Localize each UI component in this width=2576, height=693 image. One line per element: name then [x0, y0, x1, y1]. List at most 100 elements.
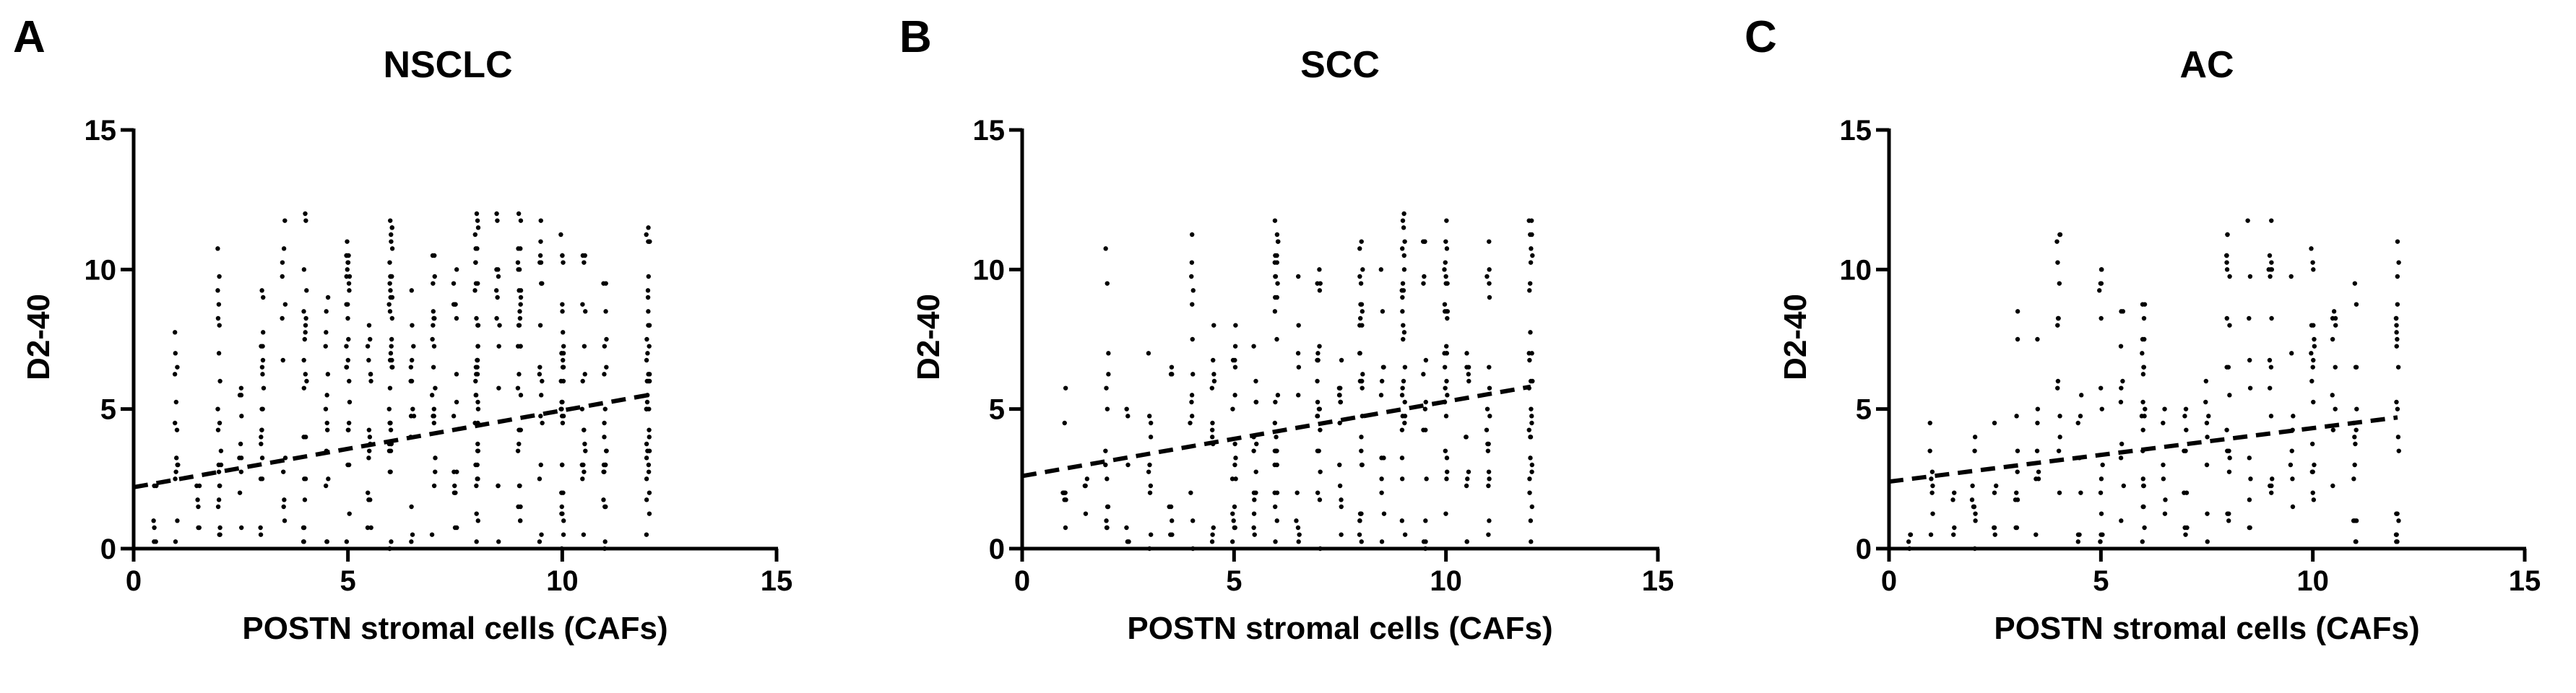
data-point: [1062, 420, 1067, 426]
data-point: [303, 372, 308, 377]
data-point: [388, 218, 393, 223]
data-point: [2330, 427, 2336, 432]
y-tick-label: 0: [1856, 533, 1872, 565]
data-point: [580, 302, 585, 307]
data-point: [1170, 518, 1175, 523]
data-point: [217, 420, 222, 426]
y-tick-label: 15: [973, 115, 1006, 147]
data-point: [2141, 504, 2146, 510]
data-point: [1399, 393, 1405, 398]
data-point: [1105, 476, 1110, 481]
x-tick-label: 5: [340, 565, 356, 597]
data-point: [1487, 414, 1492, 419]
data-point: [410, 323, 415, 328]
data-point: [1401, 211, 1406, 217]
data-point: [386, 448, 392, 453]
data-point: [496, 274, 501, 279]
data-point: [1484, 274, 1490, 279]
data-point: [646, 274, 651, 279]
data-point: [2395, 365, 2401, 370]
data-point: [259, 456, 265, 461]
data-point: [389, 539, 394, 544]
data-point: [517, 288, 522, 293]
data-point: [2247, 456, 2252, 461]
panel-c: C AC D2-40 POSTN stromal cells (CAFs) 0 5…: [1745, 12, 2541, 646]
data-point: [2333, 406, 2338, 411]
data-point: [259, 441, 264, 447]
data-point: [1274, 232, 1280, 237]
data-point: [429, 532, 435, 537]
data-point: [215, 427, 221, 432]
data-point: [1210, 532, 1215, 537]
data-point: [2015, 469, 2020, 474]
data-point: [347, 288, 352, 293]
data-point: [1529, 469, 1534, 474]
data-point: [175, 365, 180, 370]
data-point: [2119, 385, 2124, 391]
data-point: [2203, 378, 2209, 384]
data-point: [515, 448, 521, 453]
data-point: [1357, 246, 1362, 251]
data-point: [2353, 441, 2358, 447]
data-point: [151, 518, 156, 523]
y-tick-label: 0: [100, 533, 116, 565]
data-point: [1444, 309, 1449, 314]
data-point: [647, 511, 652, 516]
data-point: [2311, 497, 2317, 502]
data-point: [173, 469, 178, 474]
data-point: [2394, 330, 2399, 335]
data-point: [1526, 427, 1531, 432]
data-point: [218, 448, 224, 453]
data-point: [1929, 469, 1935, 474]
data-point: [1929, 490, 1935, 495]
data-point: [1315, 414, 1320, 419]
data-point: [431, 309, 436, 314]
data-point: [1063, 385, 1068, 391]
data-point: [1233, 323, 1238, 328]
data-point: [1273, 539, 1278, 544]
data-point: [475, 357, 480, 363]
data-point: [1400, 218, 1406, 223]
data-point: [537, 539, 543, 544]
data-point: [1527, 476, 1532, 481]
data-point: [2354, 406, 2359, 411]
data-point: [2100, 462, 2105, 468]
data-point: [217, 525, 222, 531]
data-point: [1464, 365, 1469, 370]
data-point: [2309, 351, 2314, 356]
data-point: [1423, 518, 1428, 523]
data-point: [517, 483, 522, 489]
data-point: [454, 399, 459, 405]
data-point: [389, 344, 394, 349]
data-point: [408, 365, 414, 370]
data-point: [2396, 518, 2401, 523]
data-point: [345, 239, 350, 244]
data-point: [1147, 462, 1152, 468]
data-point: [2393, 315, 2399, 321]
data-point: [1528, 456, 1533, 461]
data-point: [1338, 399, 1344, 405]
data-point: [1294, 518, 1299, 523]
data-point: [389, 225, 394, 230]
data-point: [1253, 399, 1258, 405]
data-point: [408, 378, 413, 384]
y-axis-label: D2-40: [911, 294, 946, 380]
data-point: [324, 539, 329, 544]
data-point: [2311, 267, 2316, 272]
data-point: [1969, 497, 1975, 502]
data-point: [344, 539, 350, 544]
data-point: [1360, 309, 1365, 314]
data-point: [496, 344, 501, 349]
data-point: [216, 462, 222, 468]
data-point: [1529, 246, 1534, 251]
data-point: [537, 372, 543, 377]
data-point: [1209, 435, 1215, 440]
data-point: [1485, 448, 1491, 453]
data-point: [1357, 323, 1362, 328]
data-point: [2099, 267, 2104, 272]
data-point: [517, 309, 522, 314]
data-point: [580, 378, 585, 384]
data-point: [1464, 435, 1469, 440]
data-point: [1105, 504, 1110, 510]
data-point: [2078, 490, 2083, 495]
